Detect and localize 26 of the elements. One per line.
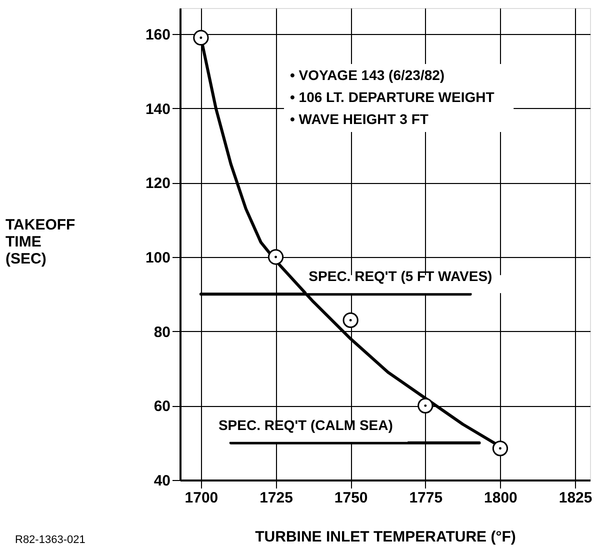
x-tick-label: 1725 (260, 490, 293, 506)
point (418, 398, 434, 414)
annotation: • WAVE HEIGHT 3 FT (290, 111, 429, 127)
annotation: • 106 LT. DEPARTURE WEIGHT (290, 89, 495, 105)
x-axis-title: TURBINE INLET TEMPERATURE (°F) (255, 528, 516, 546)
y-tick-label: 100 (145, 250, 170, 267)
series-label: SPEC. REQ'T (CALM SEA) (218, 416, 393, 433)
text: R82-1363-021 (15, 534, 86, 546)
point (342, 312, 358, 328)
x-tick-label: 1700 (184, 490, 218, 506)
point (268, 249, 284, 265)
annotation: • VOYAGE 143 (6/23/82) (290, 67, 445, 83)
x-tick-label: 1800 (484, 490, 518, 506)
x-tick-label: 1750 (334, 490, 368, 506)
series-label: SPEC. REQ'T (5 FT WAVES) (308, 268, 492, 284)
y-tick-label: 80 (154, 324, 170, 341)
point (492, 440, 508, 456)
y-tick-label: 160 (145, 26, 170, 44)
point (193, 30, 209, 46)
x-tick-label: 1825 (558, 490, 592, 506)
x-tick-label: 1775 (409, 490, 443, 506)
y-tick-label: 60 (154, 398, 170, 416)
y-tick-label: 140 (145, 100, 170, 118)
y-tick-label: 40 (154, 472, 170, 490)
y-tick-label: 120 (145, 175, 170, 192)
y-axis-title: TAKEOFF TIME (SEC) (6, 216, 76, 268)
